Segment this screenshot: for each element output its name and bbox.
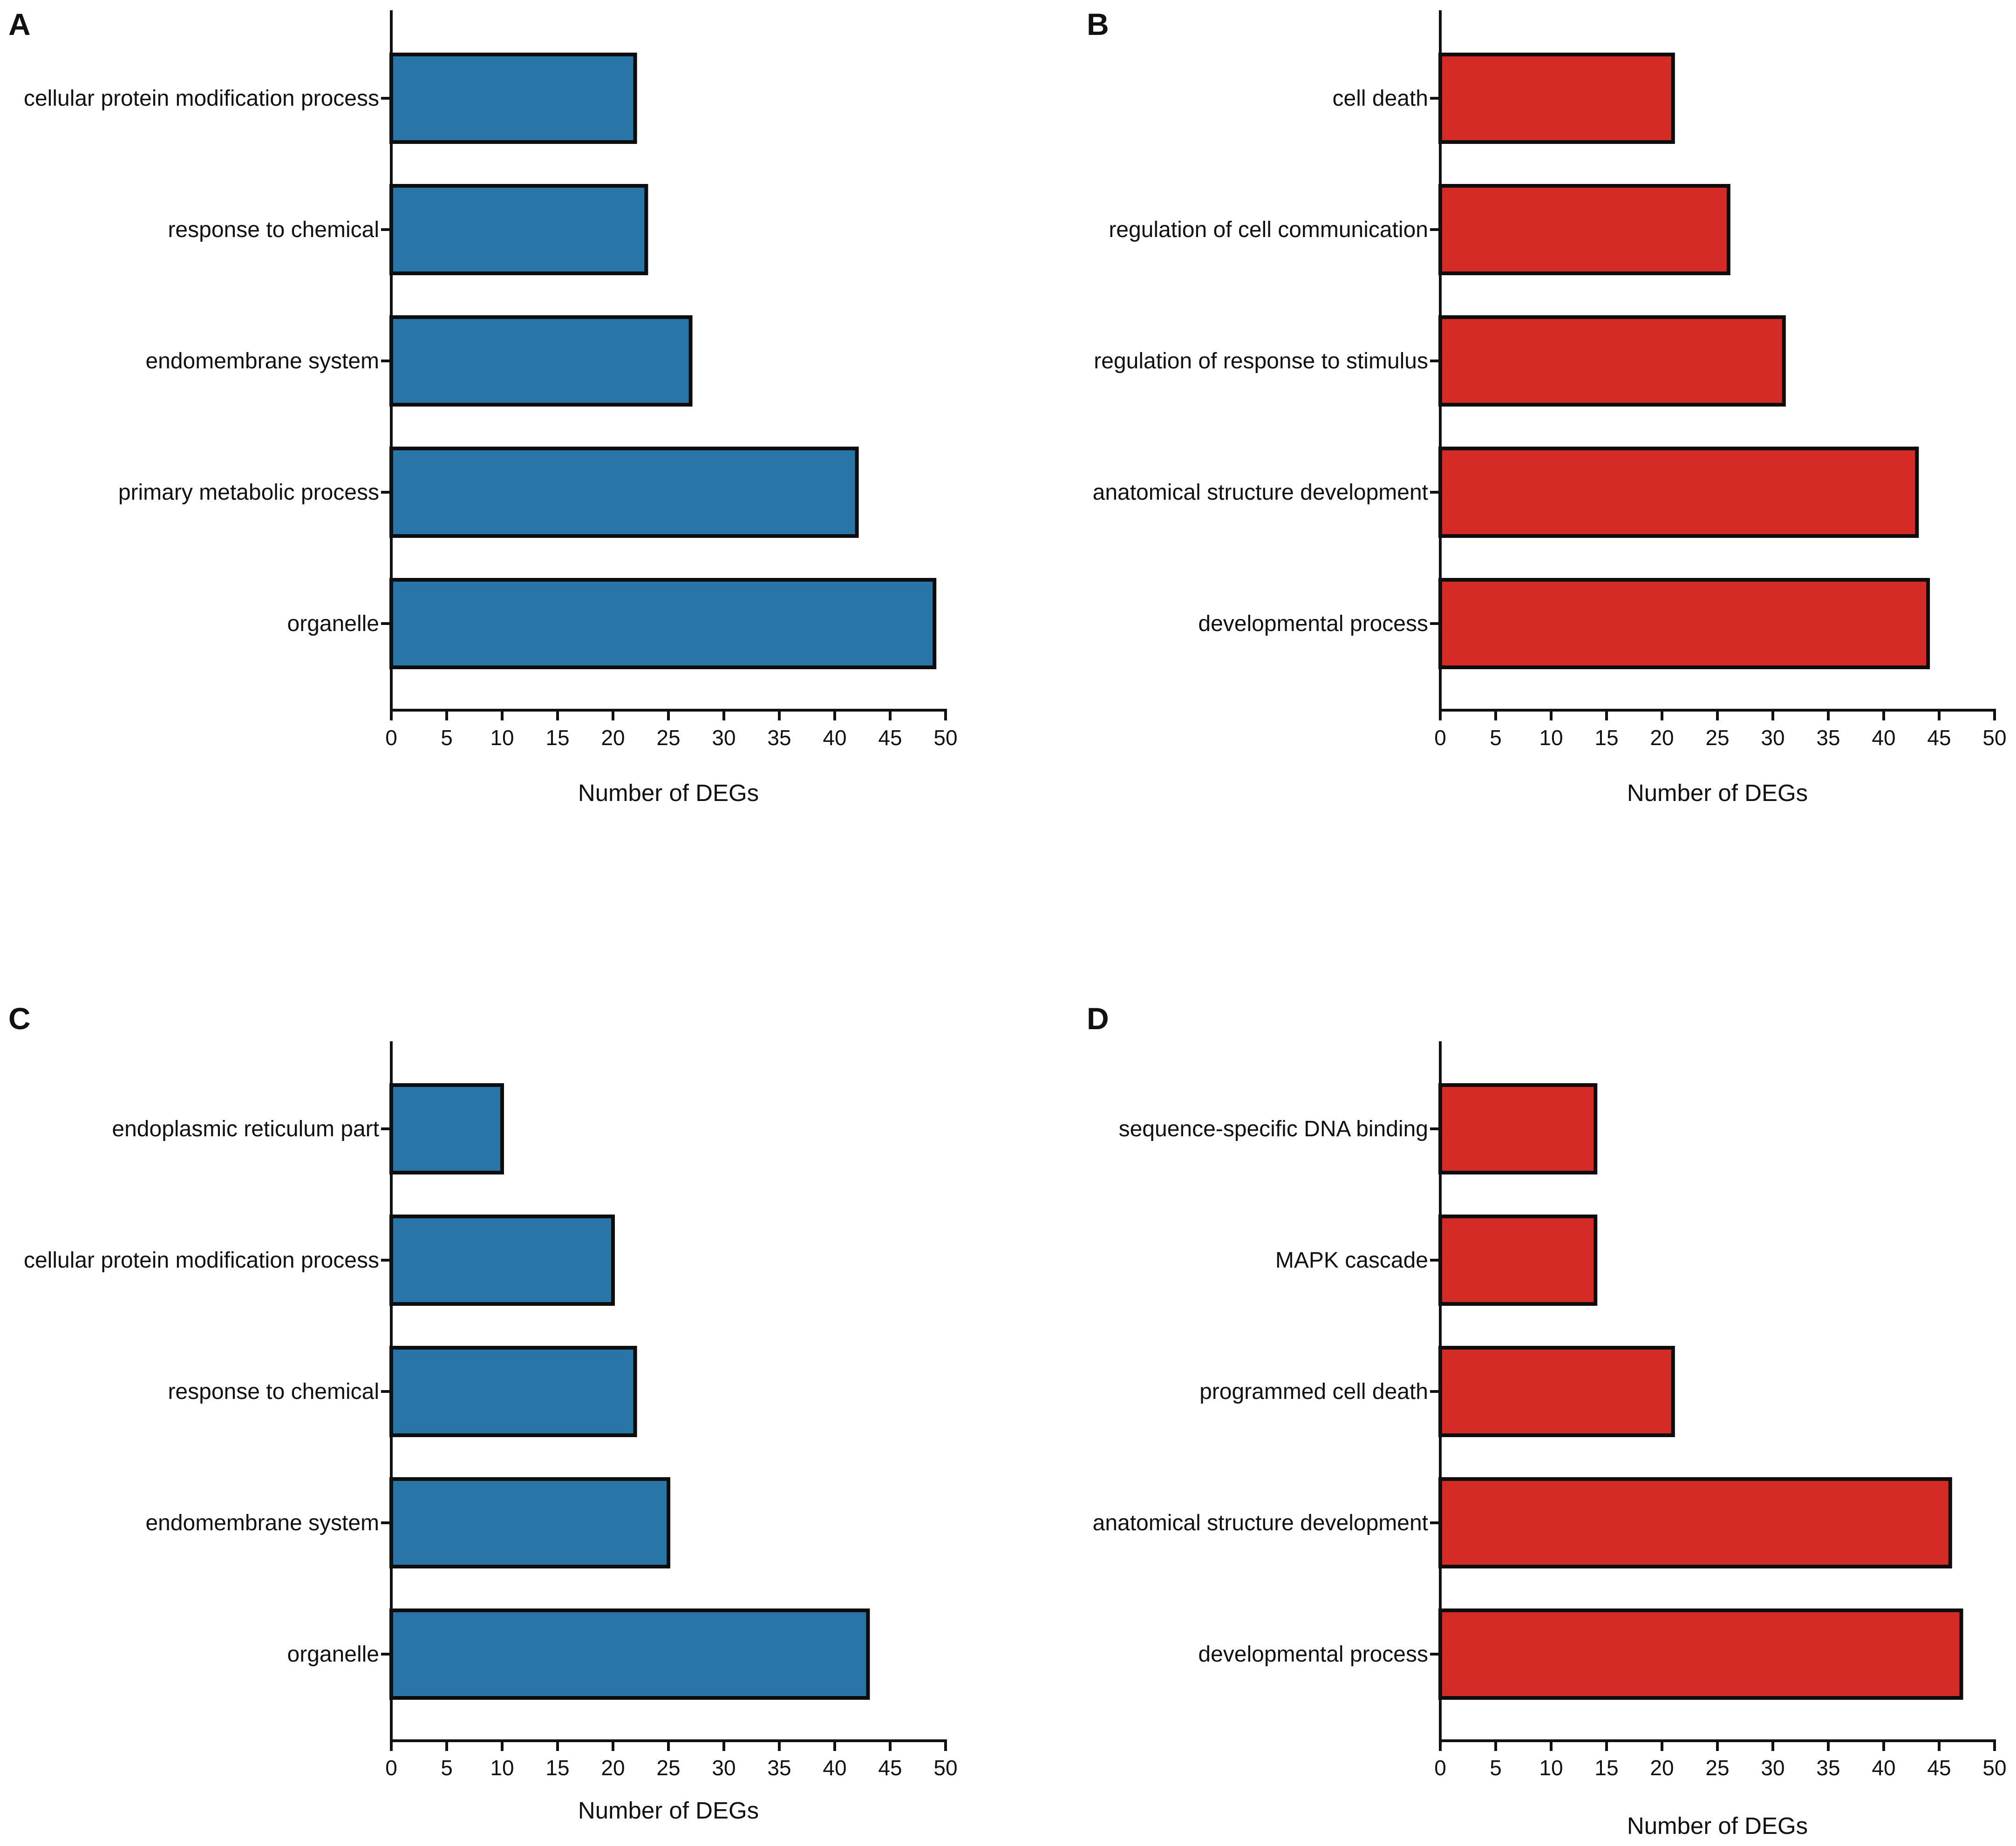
x-tick-label: 20 <box>601 726 625 750</box>
bar <box>1438 447 1919 538</box>
category-label: organelle <box>287 1642 379 1667</box>
category-label: endomembrane system <box>145 1511 379 1535</box>
bar <box>389 184 648 275</box>
x-tick-label: 35 <box>767 1756 791 1780</box>
x-tick-label: 30 <box>1761 1756 1784 1780</box>
bar <box>1438 1477 1952 1568</box>
panel-letter: A <box>8 7 31 41</box>
x-tick-label: 25 <box>656 726 680 750</box>
category-label: sequence-specific DNA binding <box>1119 1117 1428 1141</box>
x-tick-label: 25 <box>656 1756 680 1780</box>
category-label: cellular protein modification process <box>24 86 379 111</box>
x-axis-title: Number of DEGs <box>1627 1812 1808 1839</box>
category-label: developmental process <box>1198 1642 1428 1667</box>
x-tick-label: 45 <box>1927 726 1951 750</box>
x-tick-label: 50 <box>933 1756 957 1780</box>
bar <box>389 1215 615 1306</box>
x-tick-label: 0 <box>1434 1756 1446 1780</box>
x-tick-label: 50 <box>933 726 957 750</box>
bar <box>389 447 859 538</box>
x-axis-title: Number of DEGs <box>1627 780 1808 806</box>
x-tick-label: 25 <box>1705 726 1729 750</box>
x-tick-label: 45 <box>878 1756 902 1780</box>
bar <box>389 578 937 669</box>
x-tick-label: 0 <box>385 726 397 750</box>
x-tick-label: 50 <box>1982 726 2006 750</box>
bar <box>1438 1346 1675 1437</box>
x-tick-label: 40 <box>823 1756 846 1780</box>
x-tick-label: 35 <box>1816 726 1840 750</box>
x-axis-title: Number of DEGs <box>578 780 759 806</box>
x-tick-label: 20 <box>1650 1756 1674 1780</box>
panel-letter: B <box>1087 7 1109 41</box>
bar <box>389 1083 504 1174</box>
x-tick-label: 40 <box>823 726 846 750</box>
x-tick-label: 35 <box>767 726 791 750</box>
bar <box>1438 578 1930 669</box>
bar <box>1438 53 1675 144</box>
category-label: response to chemical <box>168 217 379 242</box>
bar <box>1438 315 1786 407</box>
x-tick-label: 30 <box>1761 726 1784 750</box>
x-tick-label: 10 <box>1539 726 1563 750</box>
category-label: programmed cell death <box>1199 1379 1428 1404</box>
x-tick-label: 5 <box>441 1756 453 1780</box>
category-label: endoplasmic reticulum part <box>112 1117 379 1141</box>
x-tick-label: 20 <box>1650 726 1674 750</box>
x-tick-label: 15 <box>545 726 569 750</box>
bar <box>389 1346 637 1437</box>
bar <box>389 315 693 407</box>
x-tick-label: 30 <box>712 1756 736 1780</box>
x-tick-label: 25 <box>1705 1756 1729 1780</box>
bar <box>1438 1083 1598 1174</box>
category-label: endomembrane system <box>145 349 379 373</box>
x-tick-label: 15 <box>1594 1756 1618 1780</box>
x-tick-label: 35 <box>1816 1756 1840 1780</box>
bar <box>389 1608 870 1700</box>
category-label: anatomical structure development <box>1093 480 1428 505</box>
category-label: anatomical structure development <box>1093 1511 1428 1535</box>
x-axis-title: Number of DEGs <box>578 1797 759 1824</box>
x-tick-label: 5 <box>1490 726 1502 750</box>
bar <box>1438 1215 1598 1306</box>
bar <box>1438 184 1730 275</box>
category-label: response to chemical <box>168 1379 379 1404</box>
x-tick-label: 10 <box>490 1756 514 1780</box>
panel-letter: D <box>1087 1001 1109 1036</box>
x-tick-label: 5 <box>441 726 453 750</box>
bar <box>389 53 637 144</box>
category-label: developmental process <box>1198 611 1428 636</box>
x-tick-label: 50 <box>1982 1756 2006 1780</box>
x-tick-label: 20 <box>601 1756 625 1780</box>
bar <box>1438 1608 1963 1700</box>
x-tick-label: 45 <box>878 726 902 750</box>
x-tick-label: 0 <box>385 1756 397 1780</box>
category-label: MAPK cascade <box>1275 1248 1428 1273</box>
category-label: cell death <box>1333 86 1428 111</box>
panel-letter: C <box>8 1001 31 1036</box>
x-tick-label: 5 <box>1490 1756 1502 1780</box>
category-label: cellular protein modification process <box>24 1248 379 1273</box>
category-label: regulation of response to stimulus <box>1094 349 1428 373</box>
x-tick-label: 30 <box>712 726 736 750</box>
category-label: primary metabolic process <box>118 480 379 505</box>
bar <box>389 1477 670 1568</box>
x-tick-label: 15 <box>545 1756 569 1780</box>
x-tick-label: 40 <box>1872 726 1895 750</box>
category-label: regulation of cell communication <box>1109 217 1428 242</box>
x-tick-label: 0 <box>1434 726 1446 750</box>
x-tick-label: 15 <box>1594 726 1618 750</box>
x-tick-label: 10 <box>490 726 514 750</box>
x-tick-label: 10 <box>1539 1756 1563 1780</box>
category-label: organelle <box>287 611 379 636</box>
x-tick-label: 45 <box>1927 1756 1951 1780</box>
x-tick-label: 40 <box>1872 1756 1895 1780</box>
